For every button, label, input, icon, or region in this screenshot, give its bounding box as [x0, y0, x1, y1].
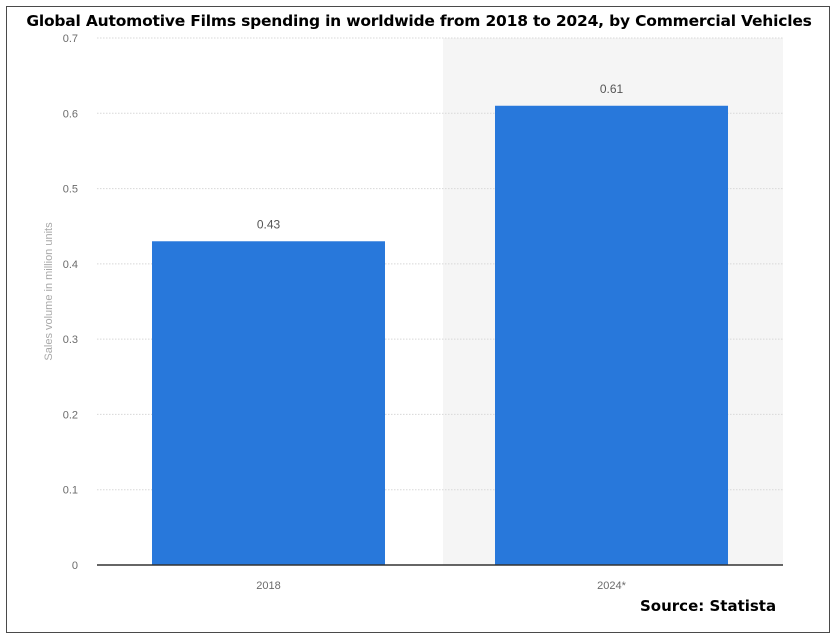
y-axis-label: Sales volume in million units	[43, 222, 55, 361]
y-tick-label: 0	[72, 560, 78, 572]
bar	[152, 241, 385, 565]
y-axis-ticks: 0 0.1 0.2 0.3 0.4 0.5 0.6 0.7	[63, 33, 78, 572]
x-tick-label: 2024*	[597, 580, 626, 592]
y-tick-label: 0.2	[63, 409, 78, 421]
y-tick-label: 0.6	[63, 108, 78, 120]
bar	[495, 105, 728, 565]
y-tick-label: 0.7	[63, 33, 78, 45]
bars	[152, 105, 728, 565]
data-labels: 0.43 0.61	[257, 82, 624, 232]
x-axis-ticks: 2018 2024*	[256, 580, 626, 592]
y-tick-label: 0.4	[63, 259, 78, 271]
y-tick-label: 0.1	[63, 485, 78, 497]
y-tick-label: 0.3	[63, 334, 78, 346]
data-label: 0.43	[257, 217, 281, 231]
y-tick-label: 0.5	[63, 184, 78, 196]
source-note: Source: Statista	[640, 597, 777, 615]
data-label: 0.61	[600, 82, 624, 96]
x-tick-label: 2018	[256, 580, 280, 592]
chart-title: Global Automotive Films spending in worl…	[26, 12, 812, 30]
